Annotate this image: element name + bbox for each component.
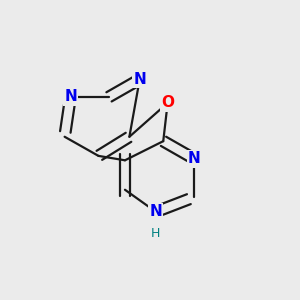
- Text: N: N: [188, 151, 200, 166]
- Text: O: O: [161, 95, 174, 110]
- Text: H: H: [151, 226, 160, 239]
- Text: N: N: [149, 204, 162, 219]
- Text: N: N: [133, 72, 146, 87]
- Text: N: N: [64, 89, 77, 104]
